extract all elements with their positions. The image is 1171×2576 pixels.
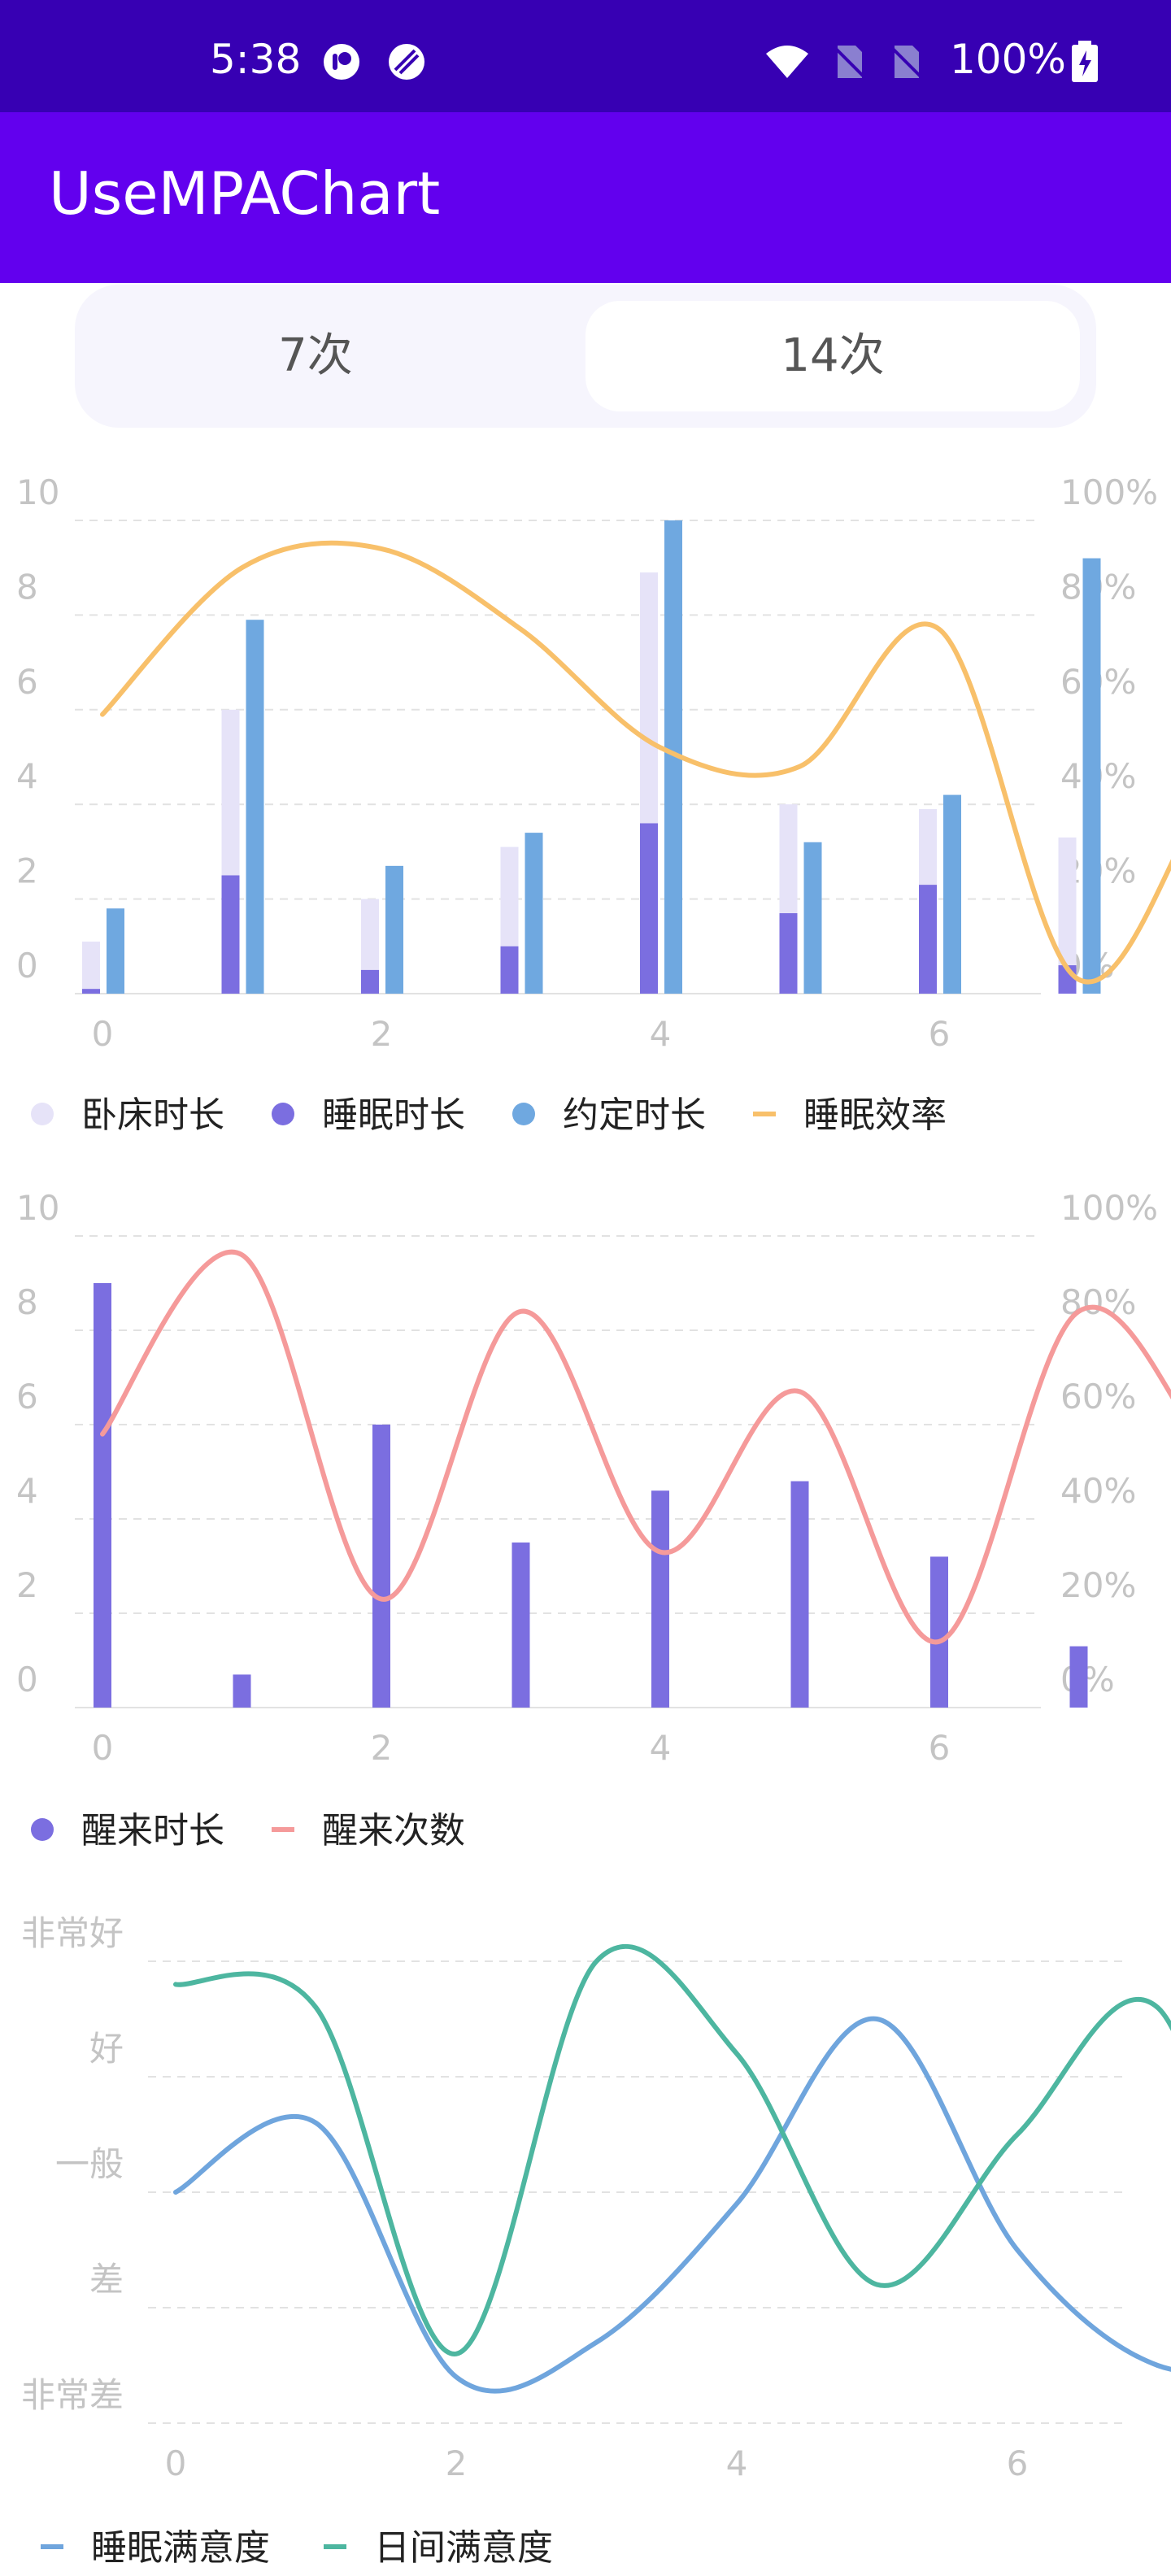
y-left-tick-label: 8	[16, 567, 38, 607]
bar-wake-duration	[372, 1425, 390, 1708]
x-tick-label: 0	[165, 2443, 187, 2483]
bar-sleep	[500, 946, 519, 994]
legend-label: 睡眠时长	[322, 1094, 465, 1136]
legend-dot-swatch	[512, 1103, 535, 1125]
bar-sleep	[361, 969, 379, 994]
bar-scheduled	[246, 620, 264, 994]
bar-wake-duration	[233, 1674, 251, 1708]
legend-dot-swatch	[31, 1818, 54, 1841]
legend-label: 睡眠满意度	[91, 2527, 270, 2569]
bar-wake-duration	[511, 1543, 530, 1708]
bar-sleep	[779, 913, 798, 994]
bar-sleep	[82, 989, 100, 994]
app-notification-icon	[324, 44, 359, 80]
bar-scheduled	[1082, 558, 1101, 994]
y-left-tick-label: 6	[16, 1377, 38, 1416]
y-right-tick-label: 100%	[1060, 1188, 1158, 1228]
y-left-tick-label: 4	[16, 1471, 38, 1511]
x-tick-label: 6	[1007, 2443, 1029, 2483]
bar-scheduled	[803, 842, 822, 994]
bar-wake-duration	[651, 1490, 669, 1708]
x-tick-label: 6	[929, 1014, 951, 1054]
wifi-icon	[766, 46, 808, 78]
y-left-tick-label: 10	[16, 472, 59, 512]
x-tick-label: 4	[726, 2443, 748, 2483]
y-right-tick-label: 40%	[1060, 1471, 1136, 1511]
x-tick-label: 0	[92, 1728, 114, 1768]
tab-7[interactable]: 7次	[278, 329, 353, 382]
satisfaction-chart: 非常差差一般好非常好024681012睡眠满意度日间满意度	[21, 1913, 1171, 2569]
bar-in-bed	[82, 941, 100, 994]
y-left-tick-label: 10	[16, 1188, 59, 1228]
bar-wake-duration	[930, 1556, 948, 1708]
data-saver-icon	[389, 44, 424, 80]
y-left-tick-label: 4	[16, 756, 38, 796]
y-left-tick-label: 0	[16, 1660, 38, 1699]
legend-label: 卧床时长	[81, 1094, 224, 1136]
wake-chart: 02468100%20%40%60%80%100%024681012醒来时长醒来…	[16, 1188, 1171, 1852]
y-category-label: 非常差	[21, 2375, 124, 2415]
legend-label: 醒来次数	[322, 1810, 465, 1852]
line-sleep-satisfaction	[173, 2016, 1171, 2394]
y-left-tick-label: 6	[16, 662, 38, 702]
line-wake-count	[100, 1249, 1171, 1645]
y-left-tick-label: 0	[16, 946, 38, 986]
app-bar: UseMPAChart	[0, 112, 1171, 283]
bar-scheduled	[943, 794, 961, 994]
legend-label: 睡眠效率	[803, 1094, 947, 1136]
bar-wake-duration	[1069, 1646, 1088, 1708]
bar-sleep	[221, 875, 240, 994]
x-tick-label: 6	[929, 1728, 951, 1768]
count-toggle: 7次 14次	[75, 285, 1096, 428]
bar-wake-duration	[94, 1283, 111, 1708]
bar-scheduled	[385, 865, 403, 994]
tab-14[interactable]: 14次	[586, 301, 1080, 411]
x-tick-label: 4	[650, 1014, 672, 1054]
legend-dot-swatch	[31, 1103, 54, 1125]
sleep-duration-chart: 02468100%20%40%60%80%100%024681012卧床时长睡眠…	[16, 472, 1171, 1136]
y-right-tick-label: 20%	[1060, 1565, 1136, 1605]
line-day-satisfaction	[173, 1943, 1171, 2356]
y-category-label: 一般	[55, 2144, 124, 2184]
legend-label: 醒来时长	[81, 1810, 224, 1852]
x-tick-label: 2	[371, 1728, 393, 1768]
no-sim-icon	[833, 46, 865, 78]
bar-in-bed	[1058, 837, 1077, 994]
y-category-label: 非常好	[21, 1913, 124, 1953]
no-sim-icon-2	[890, 46, 922, 78]
bar-scheduled	[107, 908, 124, 994]
bar-scheduled	[525, 833, 543, 994]
y-left-tick-label: 8	[16, 1282, 38, 1322]
legend-label: 约定时长	[563, 1094, 706, 1136]
x-tick-label: 2	[371, 1014, 393, 1054]
bar-sleep	[919, 885, 937, 994]
x-tick-label: 0	[92, 1014, 114, 1054]
y-right-tick-label: 100%	[1060, 472, 1158, 512]
y-left-tick-label: 2	[16, 851, 38, 891]
status-bar: 5:38 100%	[0, 0, 1171, 112]
bar-scheduled	[664, 520, 682, 994]
bar-wake-duration	[790, 1481, 809, 1708]
y-category-label: 差	[89, 2260, 124, 2300]
y-category-label: 好	[89, 2029, 124, 2069]
status-time: 5:38	[210, 36, 302, 83]
battery-percent: 100%	[950, 36, 1066, 83]
y-left-tick-label: 2	[16, 1565, 38, 1605]
x-tick-label: 4	[650, 1728, 672, 1768]
battery-charging-icon	[1072, 41, 1098, 82]
line-efficiency	[100, 540, 1171, 985]
x-tick-label: 2	[446, 2443, 468, 2483]
legend-label: 日间满意度	[374, 2527, 553, 2569]
y-right-tick-label: 60%	[1060, 1377, 1136, 1416]
legend-dot-swatch	[272, 1103, 294, 1125]
bar-sleep	[640, 823, 658, 994]
app-title: UseMPAChart	[49, 159, 441, 228]
